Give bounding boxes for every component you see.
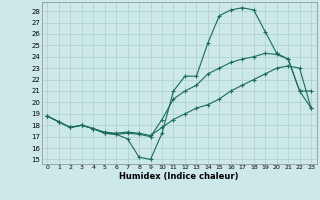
X-axis label: Humidex (Indice chaleur): Humidex (Indice chaleur) — [119, 172, 239, 181]
